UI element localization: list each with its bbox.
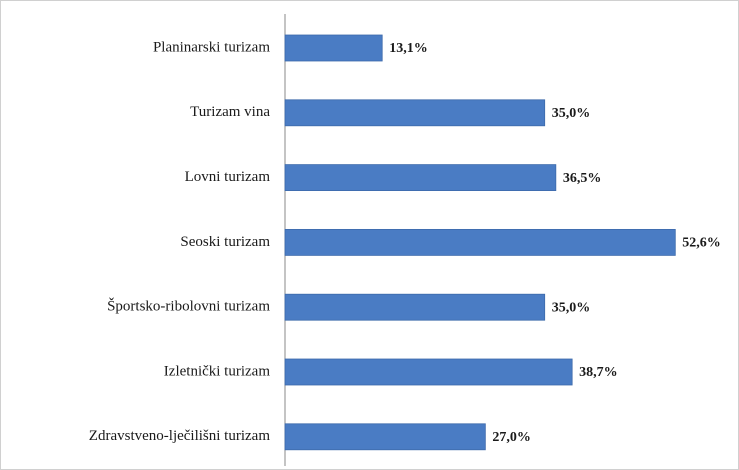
bar xyxy=(284,34,383,62)
bar xyxy=(284,228,676,256)
value-label: 38,7% xyxy=(579,365,618,380)
value-label: 36,5% xyxy=(563,171,602,186)
bar xyxy=(284,358,573,386)
category-label: Izletnički turizam xyxy=(164,363,271,379)
bar xyxy=(284,164,557,192)
value-label: 13,1% xyxy=(389,41,428,56)
category-label: Seoski turizam xyxy=(180,234,270,250)
value-label: 27,0% xyxy=(492,430,530,445)
category-label: Športsko-ribolovni turizam xyxy=(107,298,270,315)
bar xyxy=(284,423,486,451)
value-label: 52,6% xyxy=(682,236,721,251)
value-label: 35,0% xyxy=(552,300,591,315)
category-label: Planinarski turizam xyxy=(153,39,270,55)
category-label: Turizam vina xyxy=(190,104,270,120)
bar xyxy=(284,99,546,127)
value-label: 35,0% xyxy=(552,106,591,121)
category-label: Zdravstveno-lječilišni turizam xyxy=(89,428,271,444)
bar xyxy=(284,293,546,321)
category-label: Lovni turizam xyxy=(185,169,271,185)
